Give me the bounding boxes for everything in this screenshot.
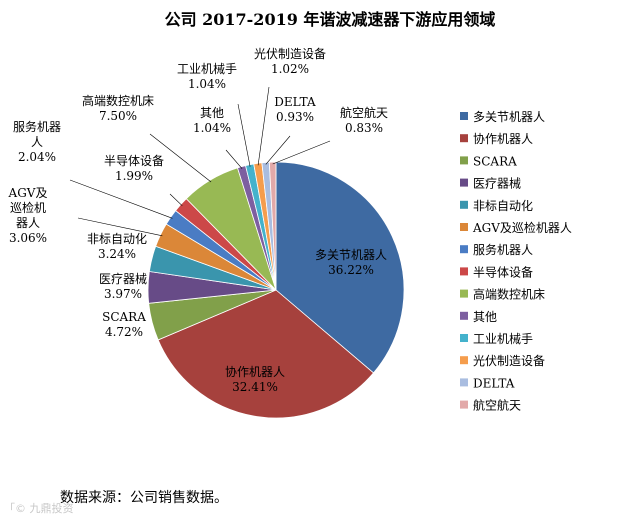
leader-line-7 xyxy=(169,193,183,207)
legend-label-13: 航空航天 xyxy=(473,398,521,413)
leader-line-10 xyxy=(237,103,251,167)
slice-label-delta-12: DELTA 0.93% xyxy=(274,95,316,124)
legend-label-10: 工业机械手 xyxy=(473,331,533,346)
legend-swatch-9 xyxy=(460,311,468,320)
pie-slice-item-1 xyxy=(157,289,375,419)
slice-label-agv-5: AGV及巡检机器人 3.06% xyxy=(8,186,48,245)
legend-swatch-6 xyxy=(460,245,468,254)
slice-label-item-11: 光伏制造设备 1.02% xyxy=(254,47,326,76)
legend-label-3: 医疗器械 xyxy=(473,176,521,191)
legend-swatch-3 xyxy=(460,178,468,187)
legend-swatch-12 xyxy=(460,378,468,387)
slice-label-item-1: 协作机器人 32.41% xyxy=(225,364,285,394)
legend-swatch-2 xyxy=(460,156,468,165)
legend-label-8: 高端数控机床 xyxy=(473,287,545,302)
legend-swatch-10 xyxy=(460,334,468,342)
slice-label-item-8: 高端数控机床 7.50% xyxy=(82,93,154,123)
leader-lines xyxy=(69,86,331,237)
slice-label-item-6: 服务机器人 2.04% xyxy=(13,119,61,164)
slice-label-item-9: 其他 1.04% xyxy=(193,106,231,135)
leader-line-11 xyxy=(257,86,270,166)
source-note: 数据来源：公司销售数据。 xyxy=(60,490,228,506)
chart-title: 公司 2017-2019 年谐波减速器下游应用领域 xyxy=(165,10,496,29)
slice-label-item-10: 工业机械手 1.04% xyxy=(177,61,237,91)
legend-swatch-5 xyxy=(460,223,468,231)
legend-label-6: 服务机器人 xyxy=(473,242,533,257)
leader-line-9 xyxy=(225,149,243,169)
leader-line-6 xyxy=(69,179,173,219)
slice-labels: 多关节机器人 36.22% 协作机器人 32.41% SCARA 4.72% 医疗器械 3.9… xyxy=(8,47,388,394)
legend-swatch-1 xyxy=(460,134,468,143)
legend-label-12: DELTA xyxy=(473,376,515,390)
pie-slice-item-13 xyxy=(268,161,277,291)
legend-swatch-13 xyxy=(460,400,468,409)
legend-swatch-7 xyxy=(460,267,468,276)
pie-slices xyxy=(147,161,405,419)
legend-label-5: AGV及巡检机器人 xyxy=(472,220,572,235)
legend-label-2: SCARA xyxy=(473,154,517,168)
slice-label-scara-2: SCARA 4.72% xyxy=(102,310,146,339)
legend-swatch-0 xyxy=(460,112,468,120)
legend-swatch-11 xyxy=(460,356,468,365)
legend-label-4: 非标自动化 xyxy=(473,199,533,213)
leader-line-12 xyxy=(265,135,291,165)
slice-label-item-3: 医疗器械 3.97% xyxy=(99,271,147,301)
legend-label-1: 协作机器人 xyxy=(473,131,533,146)
leader-line-5 xyxy=(77,217,163,237)
legend-label-9: 其他 xyxy=(473,310,497,324)
leader-line-8 xyxy=(149,133,212,183)
legend-label-0: 多关节机器人 xyxy=(473,110,545,124)
slice-label-item-13: 航空航天 0.83% xyxy=(340,105,388,135)
slice-label-item-4: 非标自动化 3.24% xyxy=(87,232,147,261)
slice-label-item-7: 半导体设备 1.99% xyxy=(104,154,164,183)
slice-label-item-0: 多关节机器人 36.22% xyxy=(315,248,387,277)
leader-line-13 xyxy=(272,140,331,165)
pie-slice-item-0 xyxy=(275,161,405,374)
legend-swatch-4 xyxy=(460,200,468,209)
legend-swatch-8 xyxy=(460,289,468,298)
watermark: 「© 九鼎投资 xyxy=(4,502,74,515)
legend-label-7: 半导体设备 xyxy=(473,265,533,279)
legend-label-11: 光伏制造设备 xyxy=(473,354,545,368)
